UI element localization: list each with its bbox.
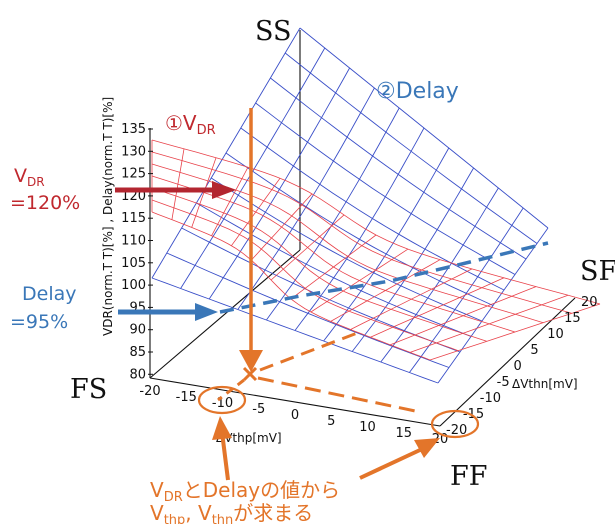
y-tick-label: -10 bbox=[480, 391, 501, 406]
vdr-mesh-line bbox=[231, 178, 281, 246]
x-tick-label: -15 bbox=[176, 390, 197, 405]
delay-mesh-line bbox=[240, 127, 505, 291]
y-axis-label: ΔVthn[mV] bbox=[512, 377, 578, 391]
z-tick-label: 130 bbox=[121, 144, 146, 159]
z-tick-label: 120 bbox=[121, 189, 146, 204]
vdr-mesh-line bbox=[330, 259, 441, 322]
back-floor-line bbox=[149, 249, 301, 379]
delay-mesh-line bbox=[151, 277, 439, 384]
vdr-mesh-line bbox=[290, 234, 377, 300]
corner-label-ss: SS bbox=[255, 16, 292, 47]
delay-95-dashed-line bbox=[219, 241, 549, 314]
y-tick-label: -5 bbox=[497, 375, 510, 390]
delay-mesh-line bbox=[181, 227, 461, 353]
delay-mesh-line bbox=[299, 27, 549, 229]
y-tick-label: -20 bbox=[446, 423, 467, 438]
x-tick-label: -10 bbox=[212, 396, 233, 411]
delay-mesh-line bbox=[351, 167, 474, 352]
vdr-mesh-line bbox=[310, 248, 409, 313]
x-axis-line bbox=[149, 377, 441, 427]
vdr-annotation-value: =120% bbox=[10, 192, 80, 214]
y-tick-label: 20 bbox=[581, 295, 598, 310]
corner-label-ff: FF bbox=[450, 461, 487, 492]
z-tick-label: 105 bbox=[121, 256, 146, 271]
y-tick-label: 15 bbox=[564, 311, 581, 326]
x-tick-label: 5 bbox=[327, 414, 335, 429]
x-axis-label: ΔVthp[mV] bbox=[216, 431, 282, 445]
z-tick-label: 80 bbox=[129, 367, 146, 382]
projection-to-thp bbox=[217, 378, 245, 402]
delay-mesh-line bbox=[284, 52, 538, 244]
projection-upper bbox=[259, 330, 361, 372]
z-tick-label: 135 bbox=[121, 122, 146, 137]
vdr-annotation-name: VDR bbox=[14, 165, 45, 189]
x-tick-label: 0 bbox=[291, 408, 299, 423]
vdr-mesh-line bbox=[390, 286, 537, 346]
x-tick-label: -20 bbox=[139, 384, 160, 399]
x-tick-label: 10 bbox=[359, 420, 376, 435]
delay-mesh-line bbox=[294, 127, 425, 331]
delay-annotation-name: Delay bbox=[22, 283, 77, 305]
delay-arrow bbox=[118, 303, 218, 321]
delay-mesh-line bbox=[270, 77, 527, 260]
delay-mesh-line bbox=[225, 152, 494, 306]
z-tick-label: 85 bbox=[129, 345, 146, 360]
y-tick-label: -15 bbox=[463, 407, 484, 422]
vdr-mesh-line bbox=[211, 167, 249, 236]
delay-mesh-line bbox=[255, 102, 516, 275]
y-tick-label: 5 bbox=[530, 343, 538, 358]
vdr-arrow bbox=[115, 181, 236, 199]
vdr-mesh-line bbox=[370, 277, 505, 338]
vdr-mesh-line bbox=[429, 303, 601, 361]
delay-surface-mesh bbox=[151, 27, 549, 384]
intersection-marker bbox=[242, 366, 258, 382]
delay-mesh-line bbox=[208, 67, 350, 300]
vdr-mesh-line bbox=[191, 157, 217, 228]
caption-line-1: VDRとDelayの値から bbox=[150, 478, 340, 505]
corner-label-sf: SF bbox=[580, 256, 615, 287]
y-tick-label: 10 bbox=[547, 327, 564, 342]
vdr-mesh-line bbox=[251, 193, 313, 261]
x-axis-ticks: -20 -15 -10 -5 0 5 10 15 20 bbox=[139, 384, 448, 447]
projection-to-thn bbox=[257, 376, 421, 414]
x-tick-label: 15 bbox=[395, 426, 412, 441]
delay-mesh-line bbox=[210, 177, 483, 322]
x-tick-label: -5 bbox=[252, 402, 265, 417]
vdr-mesh-line bbox=[270, 214, 345, 281]
vdr-mesh-line bbox=[171, 148, 185, 220]
z-tick-label: 125 bbox=[121, 167, 146, 182]
z-axis-label: VDR(norm.T T)[%] , Delay(norm.T T)[%] bbox=[101, 97, 115, 336]
thp-value-circle bbox=[197, 385, 247, 415]
z-tick-label: 115 bbox=[121, 211, 146, 226]
delay-surface-label: ②Delay bbox=[376, 79, 459, 104]
vdr-surface-label: ①VDR bbox=[165, 111, 216, 138]
y-tick-label: 0 bbox=[514, 359, 522, 374]
vdr-mesh-line bbox=[409, 294, 569, 353]
vdr-surface-mesh bbox=[151, 139, 601, 361]
vdr-mesh-line bbox=[350, 268, 473, 330]
delay-annotation-value: =95% bbox=[10, 311, 68, 333]
caption-arrow-left bbox=[212, 416, 232, 481]
vertical-guide bbox=[239, 108, 263, 372]
caption-arrow-right bbox=[359, 438, 440, 480]
delay-mesh-line bbox=[166, 252, 450, 368]
thn-value-circle bbox=[430, 409, 480, 439]
caption-line-2: Vthp, Vthnが求まる bbox=[150, 501, 313, 524]
corner-label-fs: FS bbox=[70, 374, 107, 405]
delay-mesh-line bbox=[196, 202, 472, 337]
z-tick-label: 100 bbox=[121, 278, 146, 293]
axes-box bbox=[149, 30, 576, 427]
z-tick-label: 110 bbox=[121, 234, 146, 249]
z-tick-label: 90 bbox=[129, 323, 146, 338]
